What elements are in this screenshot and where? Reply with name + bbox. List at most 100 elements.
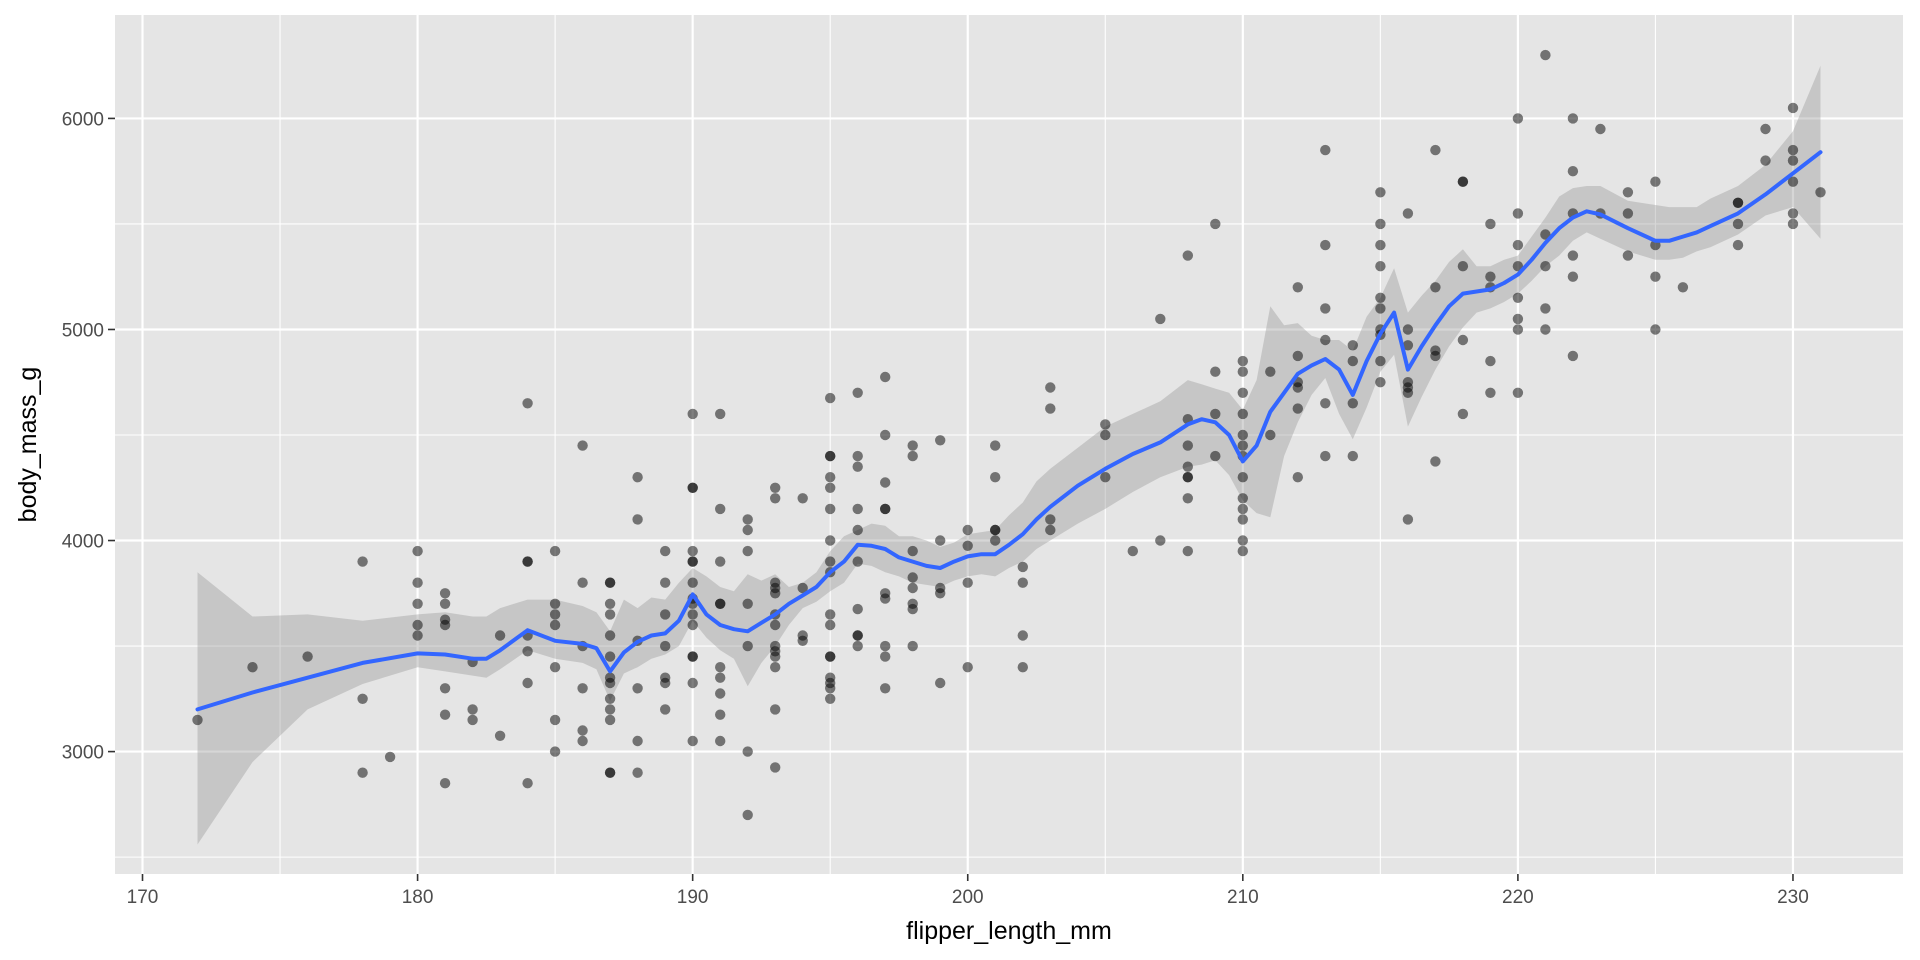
data-point xyxy=(549,598,561,609)
data-point xyxy=(715,503,726,515)
data-point xyxy=(577,735,588,747)
data-point xyxy=(825,556,836,567)
data-point xyxy=(632,514,643,525)
data-point xyxy=(494,730,506,741)
data-point xyxy=(1182,461,1194,472)
data-point xyxy=(687,408,698,420)
data-point xyxy=(742,746,753,757)
data-point xyxy=(1237,429,1249,441)
data-point xyxy=(687,577,698,588)
data-point xyxy=(1182,472,1194,483)
data-point xyxy=(742,809,753,821)
data-point xyxy=(1375,218,1386,230)
data-point xyxy=(880,593,891,604)
data-point xyxy=(880,503,891,515)
data-point xyxy=(1182,493,1194,504)
data-point xyxy=(770,651,781,662)
data-point xyxy=(852,503,863,515)
data-point xyxy=(1402,387,1414,398)
x-tick-label: 230 xyxy=(1777,887,1809,908)
data-point xyxy=(1100,472,1111,483)
data-point xyxy=(302,651,313,662)
data-point xyxy=(1595,123,1606,135)
data-point xyxy=(1210,366,1221,377)
data-point xyxy=(439,683,451,694)
data-point xyxy=(715,662,726,673)
data-point xyxy=(797,582,808,594)
data-point xyxy=(1512,261,1524,272)
data-point xyxy=(1265,366,1276,377)
data-point xyxy=(825,683,836,694)
data-point xyxy=(1485,387,1496,398)
data-point xyxy=(384,751,396,763)
data-point xyxy=(880,651,891,662)
data-point xyxy=(522,778,533,789)
data-point xyxy=(549,662,561,673)
data-point xyxy=(1237,408,1249,420)
data-point xyxy=(604,693,616,704)
data-point xyxy=(632,767,643,778)
y-axis-ticks: 3000 4000 5000 6000 xyxy=(62,109,115,764)
data-point xyxy=(522,556,533,567)
x-axis-title: flipper_length_mm xyxy=(906,917,1112,945)
data-point xyxy=(907,640,918,652)
data-point xyxy=(852,524,863,536)
data-point xyxy=(1292,350,1304,362)
data-point xyxy=(1622,250,1634,261)
data-point xyxy=(742,598,753,609)
data-point xyxy=(1512,239,1524,251)
data-point xyxy=(715,688,726,699)
data-point xyxy=(1017,561,1028,573)
data-point xyxy=(1347,340,1359,351)
y-tick-label: 6000 xyxy=(62,109,104,130)
data-point xyxy=(1512,324,1524,335)
data-point xyxy=(1540,229,1551,240)
data-point xyxy=(604,767,616,778)
data-point xyxy=(715,556,726,567)
y-tick-label: 5000 xyxy=(62,320,104,341)
data-point xyxy=(1237,493,1249,504)
data-point xyxy=(604,714,616,726)
x-tick-label: 210 xyxy=(1227,887,1259,908)
data-point xyxy=(1622,208,1634,219)
data-points xyxy=(192,49,1826,821)
data-point xyxy=(852,461,863,472)
data-point xyxy=(632,683,643,694)
data-point xyxy=(467,704,478,715)
data-point xyxy=(467,714,478,726)
data-point xyxy=(1540,324,1551,335)
data-point xyxy=(715,709,726,720)
data-point xyxy=(770,482,781,493)
data-point xyxy=(742,640,753,652)
data-point xyxy=(549,714,561,726)
data-point xyxy=(1567,350,1579,362)
data-point xyxy=(935,535,946,546)
data-point xyxy=(715,408,726,420)
x-tick-label: 190 xyxy=(677,887,709,908)
data-point xyxy=(1375,239,1386,251)
data-point xyxy=(412,630,423,641)
data-point xyxy=(1402,514,1414,525)
data-point xyxy=(604,630,616,641)
data-point xyxy=(1430,282,1441,293)
data-point xyxy=(1237,545,1249,557)
data-point xyxy=(1182,545,1194,557)
data-point xyxy=(1237,472,1249,483)
plot-panel xyxy=(115,15,1903,874)
data-point xyxy=(604,609,616,620)
data-point xyxy=(1210,408,1221,420)
data-point xyxy=(1485,218,1496,230)
data-point xyxy=(825,535,836,546)
data-point xyxy=(1787,208,1799,219)
data-point xyxy=(1787,102,1799,114)
data-point xyxy=(962,540,973,551)
data-point xyxy=(1650,271,1661,282)
data-point xyxy=(962,524,973,536)
data-point xyxy=(1017,662,1028,673)
data-point xyxy=(1430,456,1441,467)
data-point xyxy=(797,493,808,504)
data-point xyxy=(549,746,561,757)
data-point xyxy=(1182,440,1194,451)
data-point xyxy=(1375,303,1386,314)
data-point xyxy=(990,440,1001,451)
